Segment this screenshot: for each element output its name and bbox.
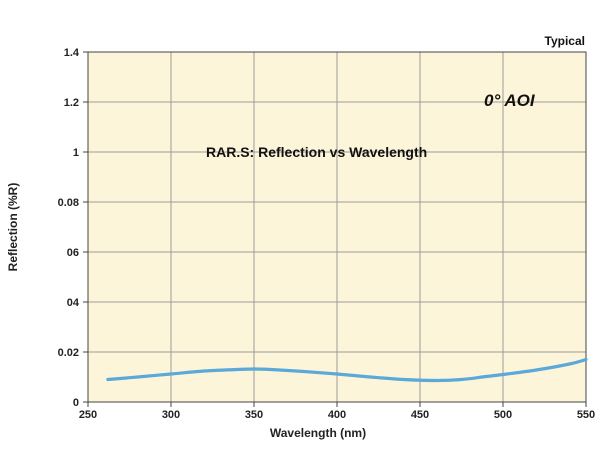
x-axis-ticks: 250 300 350 400 450 500 550 bbox=[79, 402, 595, 421]
x-tick-label: 350 bbox=[245, 409, 263, 421]
y-tick-label: 06 bbox=[67, 247, 79, 259]
y-tick-label: 04 bbox=[67, 297, 80, 309]
typical-note: Typical bbox=[545, 34, 585, 48]
y-tick-label: 0 bbox=[73, 397, 79, 409]
x-tick-label: 400 bbox=[328, 409, 346, 421]
y-tick-label: 0.08 bbox=[58, 197, 79, 209]
grid-lines bbox=[88, 52, 586, 402]
series-layer bbox=[106, 357, 588, 383]
chart-title: RAR.S: Reflection vs Wavelength bbox=[206, 144, 427, 160]
x-tick-label: 450 bbox=[411, 409, 429, 421]
y-tick-label: 1.4 bbox=[64, 47, 80, 59]
y-tick-label: 1 bbox=[73, 147, 79, 159]
y-tick-label: 0.02 bbox=[58, 347, 79, 359]
x-tick-label: 300 bbox=[162, 409, 180, 421]
x-tick-label: 250 bbox=[79, 409, 97, 421]
x-tick-label: 500 bbox=[494, 409, 512, 421]
y-axis-title: Reflection (%R) bbox=[6, 183, 20, 272]
y-tick-label: 1.2 bbox=[64, 97, 79, 109]
y-axis-ticks: 0 0.02 04 06 0.08 1 1.2 1.4 bbox=[58, 47, 88, 409]
series-line-rar-s bbox=[106, 357, 588, 383]
x-tick-label: 550 bbox=[577, 409, 595, 421]
aoi-annotation: 0° AOI bbox=[484, 91, 536, 110]
x-axis-title: Wavelength (nm) bbox=[270, 426, 366, 440]
